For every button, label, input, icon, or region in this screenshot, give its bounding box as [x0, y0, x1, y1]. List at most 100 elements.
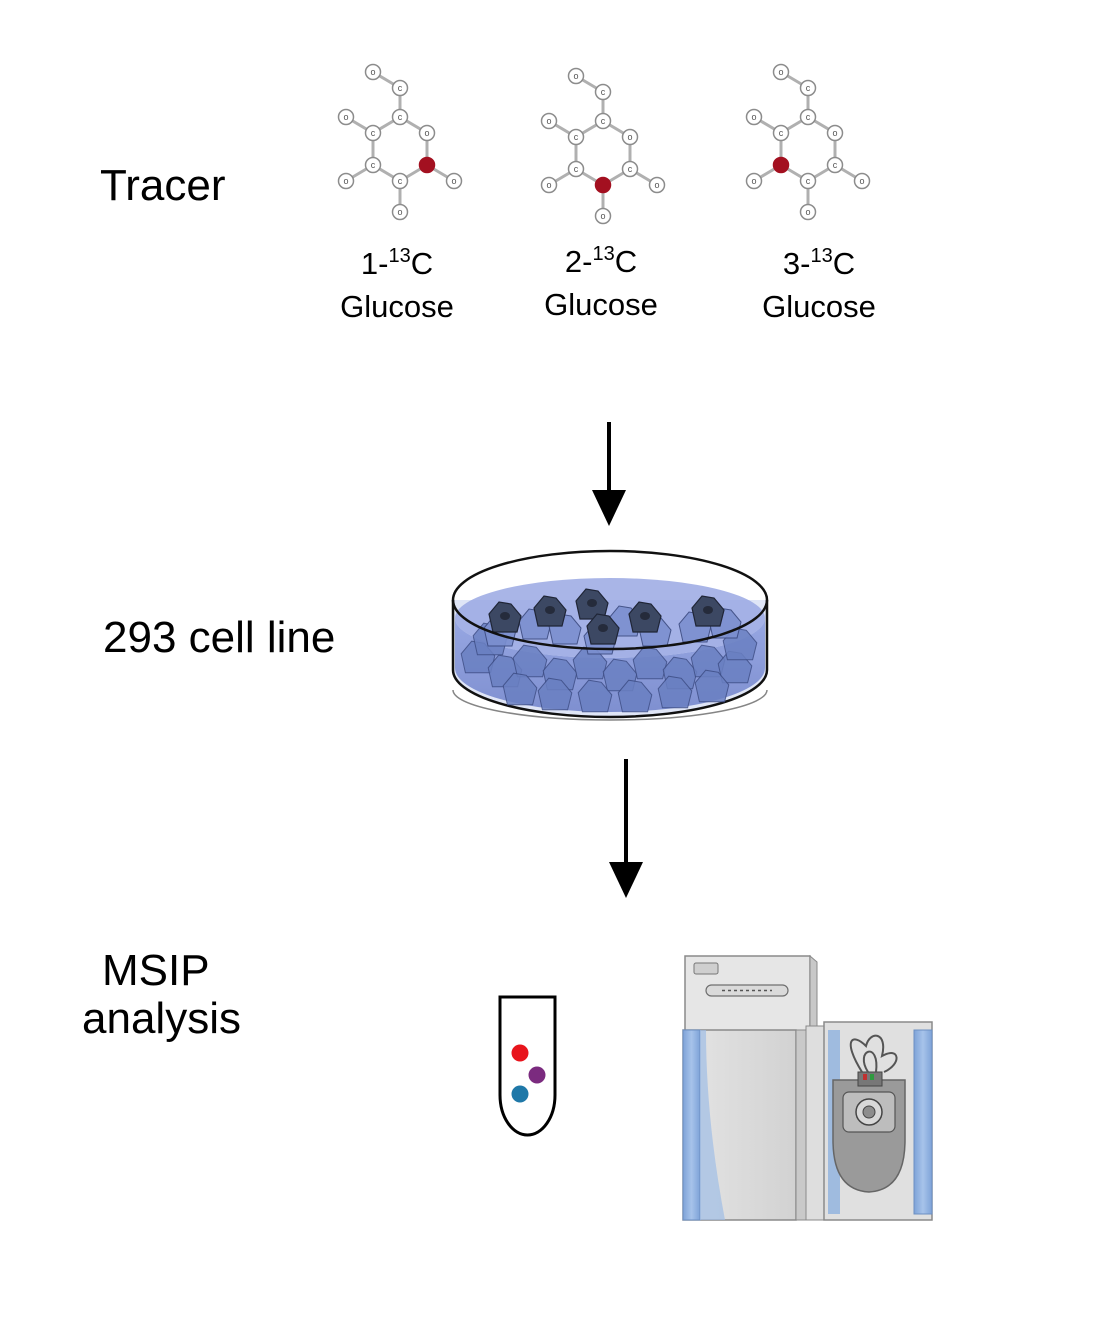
- carbon-atom: c: [799, 108, 817, 126]
- cell-nucleus: [703, 606, 713, 614]
- step-label-tracer: Tracer: [100, 161, 226, 210]
- svg-text:c: c: [601, 87, 606, 97]
- oxygen-atom: o: [364, 63, 382, 81]
- cell-cluster: [460, 588, 758, 713]
- cell: [617, 679, 653, 713]
- oxygen-atom: o: [418, 124, 436, 142]
- sample-tube-icon: [498, 995, 557, 1137]
- svg-text:c: c: [398, 112, 403, 122]
- step-label-cell-line: 293 cell line: [103, 613, 336, 662]
- cell: [577, 679, 613, 713]
- svg-text:o: o: [600, 211, 605, 221]
- step-label-analysis: MSIP analysis: [82, 947, 241, 1042]
- cell: [657, 675, 693, 709]
- tracer-label-3: 3-13C Glucose: [762, 245, 876, 325]
- labeled-carbon-atom: [594, 176, 612, 194]
- cell: [502, 672, 538, 706]
- cell-nucleus: [545, 606, 555, 614]
- svg-text:c: c: [628, 164, 633, 174]
- carbon-atom: c: [799, 79, 817, 97]
- arrow-down-icon: [592, 490, 626, 526]
- svg-text:o: o: [546, 116, 551, 126]
- cell: [537, 677, 573, 711]
- svg-text:c: c: [574, 164, 579, 174]
- petri-dish-icon: [451, 549, 769, 721]
- arrow-down-icon: [609, 862, 643, 898]
- oxygen-atom: o: [337, 108, 355, 126]
- carbon-atom: c: [594, 83, 612, 101]
- oxygen-atom: o: [594, 207, 612, 225]
- svg-text:c: c: [371, 160, 376, 170]
- svg-text:o: o: [397, 207, 402, 217]
- tracer-label-2: 2-13C Glucose: [544, 243, 658, 323]
- svg-text:c: c: [806, 112, 811, 122]
- mass-spectrometer-icon: [682, 954, 933, 1221]
- svg-text:o: o: [424, 128, 429, 138]
- svg-text:o: o: [451, 176, 456, 186]
- svg-text:o: o: [654, 180, 659, 190]
- carbon-atom: c: [391, 108, 409, 126]
- svg-text:c: c: [398, 176, 403, 186]
- svg-text:c: c: [398, 83, 403, 93]
- oxygen-atom: o: [799, 203, 817, 221]
- step-label-analysis-line1: MSIP: [102, 946, 210, 995]
- carbon-atom: c: [799, 172, 817, 190]
- step-label-analysis-line2: analysis: [82, 993, 241, 1043]
- particle-red: [511, 1044, 529, 1062]
- svg-text:c: c: [574, 132, 579, 142]
- carbon-atom: c: [826, 156, 844, 174]
- cell-nucleus: [640, 612, 650, 620]
- svg-text:o: o: [627, 132, 632, 142]
- oxygen-atom: o: [745, 172, 763, 190]
- cell: [632, 646, 668, 680]
- oxygen-atom: o: [540, 112, 558, 130]
- svg-text:o: o: [343, 112, 348, 122]
- carbon-atom: c: [621, 160, 639, 178]
- oxygen-atom: o: [567, 67, 585, 85]
- svg-text:c: c: [779, 128, 784, 138]
- svg-text:o: o: [546, 180, 551, 190]
- svg-text:c: c: [806, 176, 811, 186]
- svg-text:o: o: [751, 112, 756, 122]
- oxygen-atom: o: [621, 128, 639, 146]
- carbon-atom: c: [594, 112, 612, 130]
- carbon-atom: c: [364, 156, 382, 174]
- carbon-atom: c: [391, 79, 409, 97]
- svg-text:o: o: [832, 128, 837, 138]
- cell-nucleus: [598, 624, 608, 632]
- svg-text:o: o: [859, 176, 864, 186]
- labeled-carbon-atom: [772, 156, 790, 174]
- labeled-carbon-atom: [418, 156, 436, 174]
- oxygen-atom: o: [337, 172, 355, 190]
- glucose-molecule-icon: c c c c c o o o o o o: [337, 63, 463, 221]
- oxygen-atom: o: [745, 108, 763, 126]
- svg-text:o: o: [778, 67, 783, 77]
- carbon-atom: c: [772, 124, 790, 142]
- oxygen-atom: o: [772, 63, 790, 81]
- particle-teal: [511, 1085, 529, 1103]
- tracer-label-1: 1-13C Glucose: [340, 245, 454, 325]
- oxygen-atom: o: [540, 176, 558, 194]
- oxygen-atom: o: [445, 172, 463, 190]
- cell: [512, 644, 548, 678]
- carbon-atom: c: [391, 172, 409, 190]
- svg-text:o: o: [343, 176, 348, 186]
- carbon-atom: c: [567, 160, 585, 178]
- cell-nucleus: [587, 599, 597, 607]
- glucose-molecule-icon: c c c c c o o o o o o: [540, 67, 666, 225]
- oxygen-atom: o: [391, 203, 409, 221]
- oxygen-atom: o: [826, 124, 844, 142]
- glucose-molecule-icon: c c c c c o o o o o o: [745, 63, 871, 221]
- oxygen-atom: o: [853, 172, 871, 190]
- svg-text:c: c: [371, 128, 376, 138]
- cell-nucleus: [500, 612, 510, 620]
- svg-text:o: o: [573, 71, 578, 81]
- svg-text:o: o: [805, 207, 810, 217]
- svg-text:o: o: [370, 67, 375, 77]
- cell: [694, 669, 730, 703]
- carbon-atom: c: [364, 124, 382, 142]
- particle-purple: [528, 1066, 546, 1084]
- svg-text:o: o: [751, 176, 756, 186]
- oxygen-atom: o: [648, 176, 666, 194]
